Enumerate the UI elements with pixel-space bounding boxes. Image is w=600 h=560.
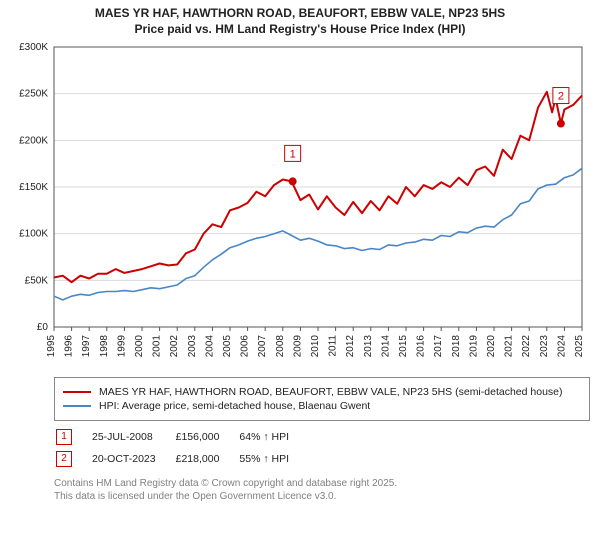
- chart-container: £0 £50K £100K £150K £200K £250K £300K 1995 1996 1…: [10, 41, 590, 371]
- legend-label: MAES YR HAF, HAWTHORN ROAD, BEAUFORT, EB…: [99, 386, 563, 398]
- svg-text:1999: 1999: [116, 335, 127, 358]
- svg-text:2024: 2024: [556, 335, 567, 358]
- svg-text:2021: 2021: [504, 335, 515, 358]
- legend-item: HPI: Average price, semi-detached house,…: [63, 400, 581, 412]
- svg-text:2020: 2020: [486, 335, 497, 358]
- footer-attribution: Contains HM Land Registry data © Crown c…: [54, 477, 590, 503]
- marker-delta: 64% ↑ HPI: [239, 427, 307, 447]
- title-line-2: Price paid vs. HM Land Registry's House …: [0, 22, 600, 38]
- svg-text:2009: 2009: [292, 335, 303, 358]
- marker-number-box: 1: [56, 429, 72, 445]
- legend-item: MAES YR HAF, HAWTHORN ROAD, BEAUFORT, EB…: [63, 386, 581, 398]
- marker-table: 1 25-JUL-2008£156,00064% ↑ HPI 2 20-OCT-202…: [54, 425, 309, 471]
- svg-text:2000: 2000: [134, 335, 145, 358]
- svg-text:£150K: £150K: [19, 182, 48, 193]
- svg-text:2001: 2001: [152, 335, 163, 358]
- svg-text:£250K: £250K: [19, 89, 48, 100]
- marker-price: £218,000: [176, 449, 238, 469]
- svg-text:2025: 2025: [574, 335, 585, 358]
- marker-number-box: 2: [56, 451, 72, 467]
- footer-line-1: Contains HM Land Registry data © Crown c…: [54, 477, 590, 490]
- svg-text:1997: 1997: [81, 335, 92, 358]
- svg-text:2019: 2019: [468, 335, 479, 358]
- svg-text:2017: 2017: [433, 335, 444, 358]
- svg-text:2013: 2013: [363, 335, 374, 358]
- svg-text:£200K: £200K: [19, 136, 48, 147]
- svg-text:2003: 2003: [187, 335, 198, 358]
- svg-text:£100K: £100K: [19, 229, 48, 240]
- marker-date: 25-JUL-2008: [92, 427, 174, 447]
- svg-text:1: 1: [290, 149, 296, 161]
- svg-text:2022: 2022: [521, 335, 532, 358]
- title-line-1: MAES YR HAF, HAWTHORN ROAD, BEAUFORT, EB…: [0, 6, 600, 22]
- svg-text:£50K: £50K: [25, 276, 49, 287]
- svg-text:2006: 2006: [240, 335, 251, 358]
- marker-row: 1 25-JUL-2008£156,00064% ↑ HPI: [56, 427, 307, 447]
- svg-text:2010: 2010: [310, 335, 321, 358]
- svg-text:2018: 2018: [451, 335, 462, 358]
- svg-text:2016: 2016: [416, 335, 427, 358]
- svg-text:2005: 2005: [222, 335, 233, 358]
- marker-date: 20-OCT-2023: [92, 449, 174, 469]
- legend: MAES YR HAF, HAWTHORN ROAD, BEAUFORT, EB…: [54, 377, 590, 421]
- svg-text:1998: 1998: [99, 335, 110, 358]
- svg-text:£0: £0: [37, 322, 49, 333]
- svg-text:2011: 2011: [328, 335, 339, 357]
- svg-text:2: 2: [558, 91, 564, 103]
- marker-row: 2 20-OCT-2023£218,00055% ↑ HPI: [56, 449, 307, 469]
- svg-text:2008: 2008: [275, 335, 286, 358]
- line-chart: £0 £50K £100K £150K £200K £250K £300K 1995 1996 1…: [10, 41, 590, 371]
- footer-line-2: This data is licensed under the Open Gov…: [54, 490, 590, 503]
- legend-swatch: [63, 391, 91, 393]
- svg-text:1996: 1996: [64, 335, 75, 358]
- marker-price: £156,000: [176, 427, 238, 447]
- legend-swatch: [63, 405, 91, 407]
- svg-text:2012: 2012: [345, 335, 356, 358]
- svg-text:2015: 2015: [398, 335, 409, 358]
- svg-text:£300K: £300K: [19, 42, 48, 53]
- svg-text:2007: 2007: [257, 335, 268, 358]
- svg-text:2002: 2002: [169, 335, 180, 358]
- chart-title: MAES YR HAF, HAWTHORN ROAD, BEAUFORT, EB…: [0, 0, 600, 39]
- legend-label: HPI: Average price, semi-detached house,…: [99, 400, 370, 412]
- marker-delta: 55% ↑ HPI: [239, 449, 307, 469]
- svg-text:2023: 2023: [539, 335, 550, 358]
- svg-text:2014: 2014: [380, 335, 391, 358]
- svg-text:2004: 2004: [204, 335, 215, 358]
- svg-text:1995: 1995: [46, 335, 57, 358]
